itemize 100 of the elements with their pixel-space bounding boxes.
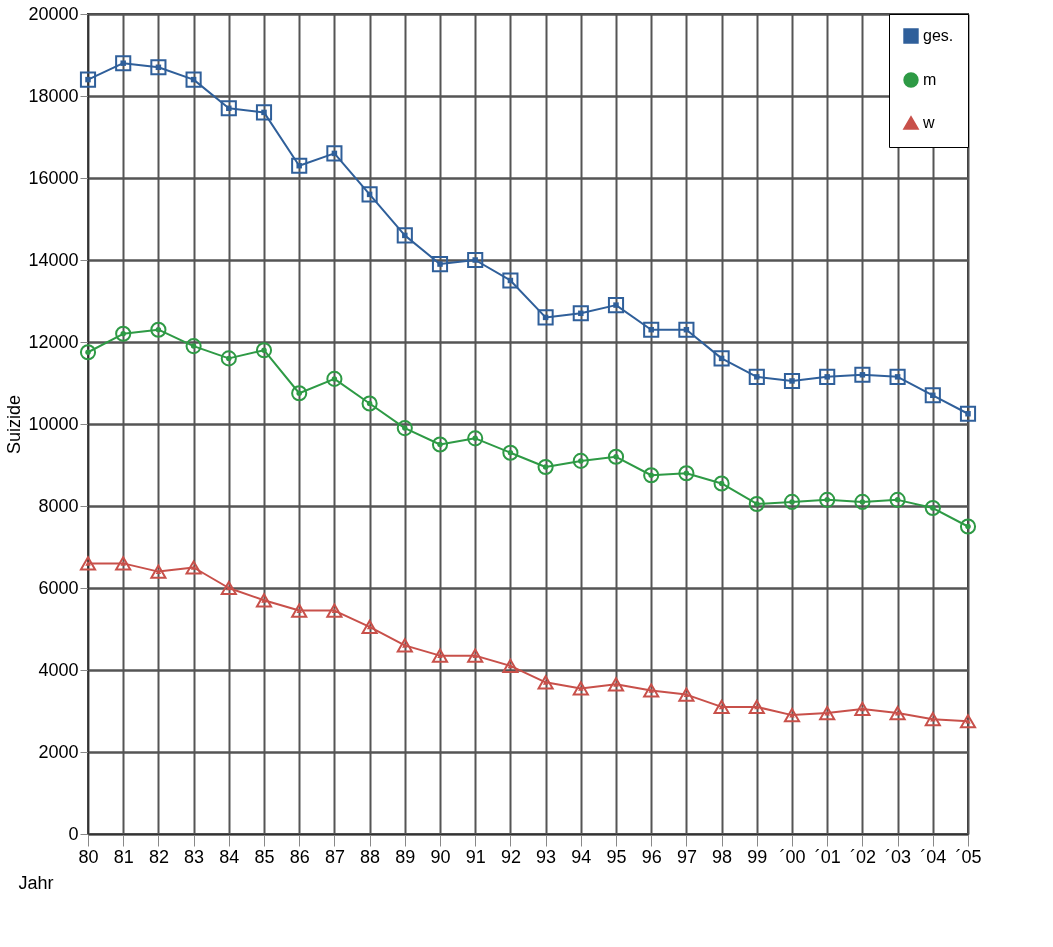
x-tick-label: 85 <box>254 846 275 867</box>
point <box>396 227 413 244</box>
y-tick-label: 16000 <box>28 167 79 188</box>
point <box>361 395 378 412</box>
point <box>537 675 554 690</box>
point <box>185 560 202 575</box>
y-tick-label: 18000 <box>28 85 79 106</box>
point <box>713 350 730 367</box>
point <box>607 448 625 465</box>
y-tick-label: 0 <box>68 823 79 844</box>
point <box>748 495 765 513</box>
x-tick-label: 80 <box>78 846 99 867</box>
point <box>502 272 519 289</box>
legend-label: w <box>922 114 935 131</box>
point <box>572 681 589 696</box>
x-tick-label: 90 <box>430 846 451 867</box>
x-tick-label: 93 <box>536 846 557 867</box>
point <box>502 444 519 461</box>
x-tick-label: 89 <box>395 846 416 867</box>
point <box>361 619 378 635</box>
y-tick-label: 12000 <box>28 331 79 352</box>
point <box>959 714 977 729</box>
point <box>79 344 97 361</box>
point <box>255 593 273 608</box>
y-tick-label: 2000 <box>38 741 79 762</box>
point <box>361 186 378 203</box>
point <box>150 321 167 338</box>
point <box>326 370 343 387</box>
x-tick-label: 91 <box>465 846 486 867</box>
point <box>783 707 801 723</box>
point <box>150 59 167 76</box>
y-tick-label: 20000 <box>28 3 79 24</box>
point <box>748 368 765 385</box>
point <box>396 638 413 653</box>
point <box>431 648 449 663</box>
y-tick-label: 14000 <box>28 249 79 270</box>
point <box>431 436 449 453</box>
x-tick-label: ´03 <box>885 846 912 867</box>
y-tick-label: 4000 <box>38 659 79 680</box>
point <box>643 321 660 338</box>
point <box>326 603 343 618</box>
point <box>678 465 695 482</box>
x-tick-label: 88 <box>360 846 381 867</box>
point <box>643 683 660 698</box>
point <box>819 705 836 721</box>
point <box>115 325 132 342</box>
point <box>924 387 941 404</box>
y-tick-label: 8000 <box>38 495 79 516</box>
point <box>678 321 695 338</box>
x-tick-label: 99 <box>747 846 768 867</box>
x-tick-label: ´02 <box>849 846 876 867</box>
point <box>607 297 625 314</box>
x-tick-label: 87 <box>324 846 345 867</box>
x-tick-label: 86 <box>289 846 310 867</box>
point <box>713 475 730 492</box>
x-tick-label: 98 <box>712 846 733 867</box>
x-tick-label: ´05 <box>955 846 982 867</box>
point <box>396 420 413 437</box>
point <box>783 493 801 510</box>
point <box>819 491 836 508</box>
point <box>220 350 237 367</box>
legend-label: m <box>923 71 937 88</box>
point <box>467 430 484 447</box>
point <box>185 338 202 355</box>
x-tick-label: 84 <box>219 846 240 867</box>
point <box>713 699 730 715</box>
point <box>291 385 308 402</box>
point <box>643 467 660 484</box>
point <box>467 251 484 269</box>
y-tick-label: 6000 <box>38 577 79 598</box>
point <box>79 71 97 88</box>
point <box>185 71 202 88</box>
point <box>854 701 871 717</box>
point <box>79 556 97 571</box>
x-tick-label: ´01 <box>814 846 841 867</box>
point <box>115 556 132 571</box>
x-tick-label: 82 <box>148 846 169 867</box>
y-axis-title: Suizide <box>4 394 25 455</box>
x-tick-label: ´00 <box>779 846 806 867</box>
point <box>748 699 765 715</box>
x-tick-label: 83 <box>184 846 205 867</box>
x-tick-label: 95 <box>606 846 627 867</box>
point <box>607 677 625 692</box>
point <box>537 309 554 326</box>
point <box>678 687 695 702</box>
x-tick-label: 81 <box>113 846 134 867</box>
point <box>959 518 977 535</box>
point <box>220 580 237 596</box>
point <box>291 157 308 174</box>
point <box>819 368 836 385</box>
point <box>924 712 941 727</box>
x-tick-label: 92 <box>500 846 521 867</box>
point <box>431 256 449 273</box>
point <box>115 55 132 72</box>
point <box>537 458 554 476</box>
point <box>326 145 343 162</box>
point <box>854 493 871 510</box>
point <box>854 366 871 383</box>
point <box>502 658 519 674</box>
point <box>889 368 906 385</box>
